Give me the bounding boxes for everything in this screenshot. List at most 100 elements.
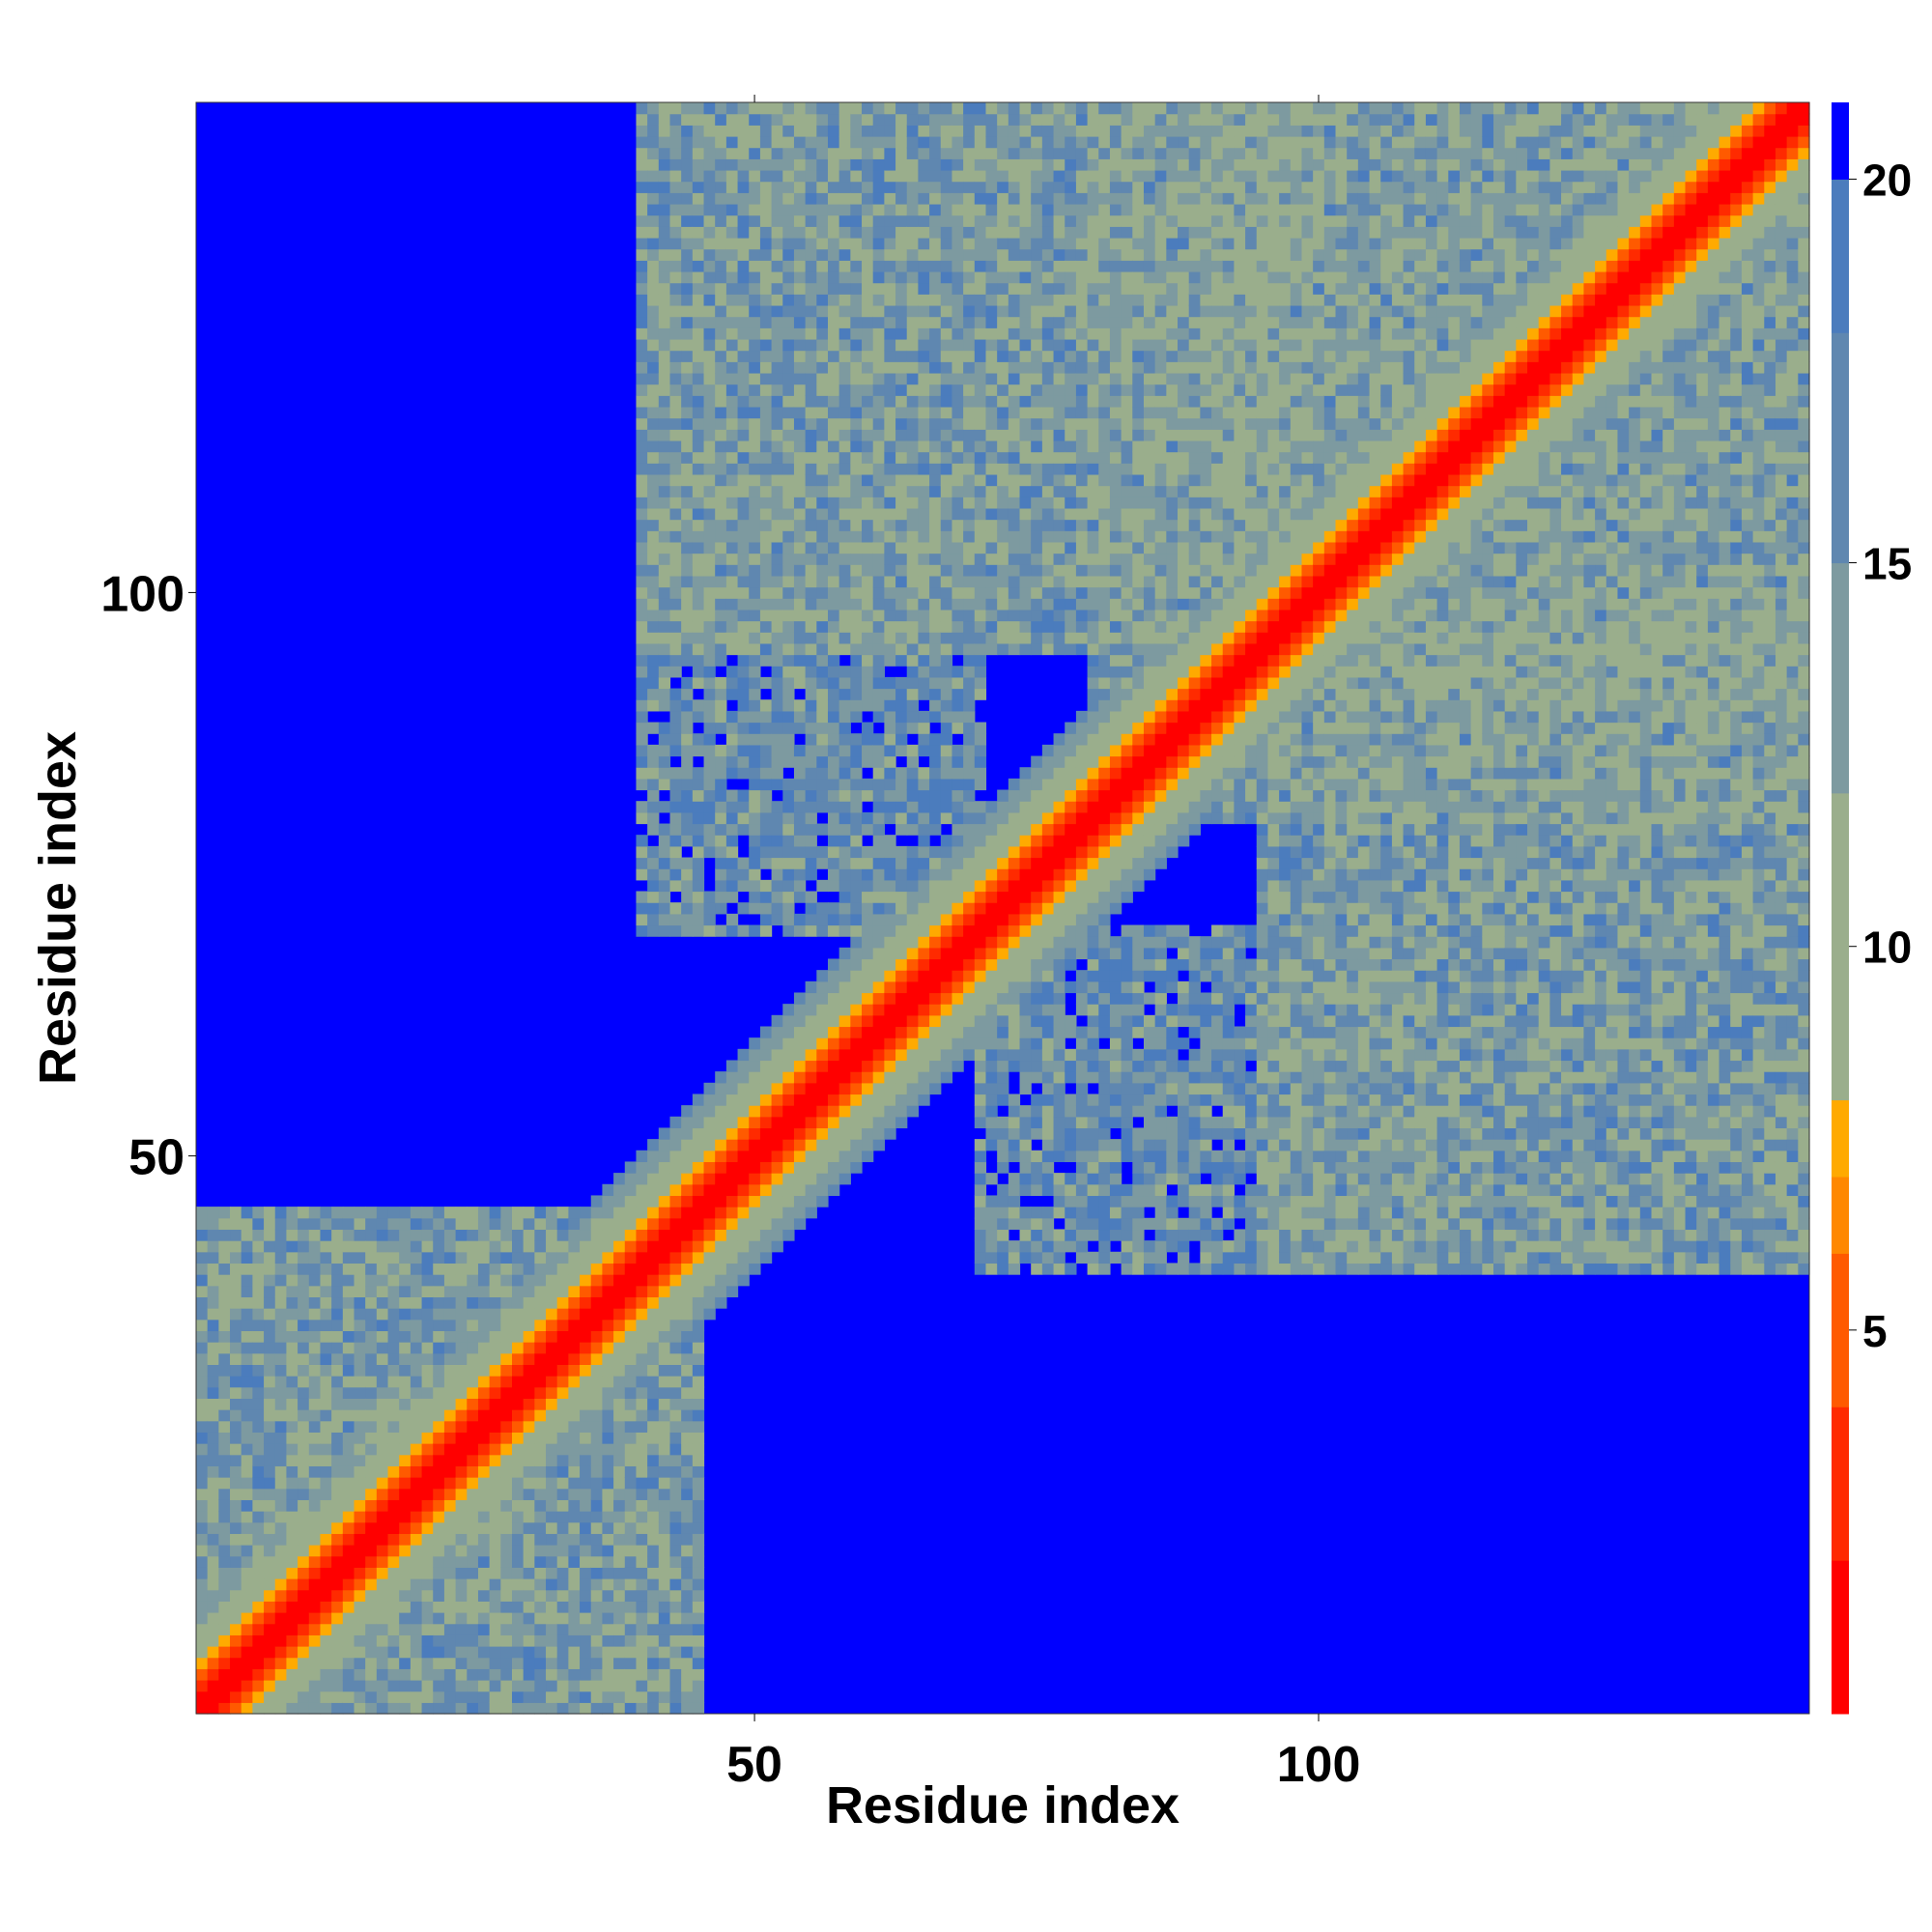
heatmap-cell	[365, 1319, 378, 1332]
heatmap-cell	[658, 304, 671, 318]
heatmap-cell	[568, 1364, 581, 1377]
heatmap-cell	[286, 1240, 298, 1253]
heatmap-cell	[636, 1589, 648, 1602]
heatmap-cell	[749, 316, 761, 328]
heatmap-cell	[963, 1048, 976, 1062]
heatmap-cell	[749, 113, 761, 126]
heatmap-cell	[523, 1240, 535, 1253]
heatmap-cell	[477, 1612, 491, 1625]
heatmap-cell	[827, 778, 840, 791]
heatmap-cell	[997, 102, 1009, 115]
heatmap-cell	[952, 778, 964, 791]
heatmap-cell	[793, 654, 807, 667]
heatmap-cell	[884, 507, 896, 521]
heatmap-cell	[455, 1364, 468, 1377]
heatmap-cell	[884, 1116, 896, 1129]
heatmap-cell	[771, 733, 783, 746]
heatmap-cell	[940, 924, 953, 937]
heatmap-cell	[816, 350, 829, 362]
heatmap-cell	[749, 327, 761, 340]
heatmap-cell	[230, 1364, 242, 1377]
heatmap-cell	[196, 1623, 209, 1635]
heatmap-cell	[286, 1657, 298, 1669]
heatmap-cell	[816, 699, 829, 712]
heatmap-cell	[443, 1285, 457, 1298]
heatmap-cell	[477, 1668, 491, 1681]
heatmap-cell	[410, 1296, 423, 1309]
heatmap-cell	[715, 350, 727, 362]
heatmap-cell	[681, 226, 694, 239]
heatmap-cell	[264, 1657, 276, 1669]
heatmap-cell	[230, 1521, 242, 1534]
heatmap-cell	[974, 1014, 987, 1028]
heatmap-cell	[759, 710, 773, 724]
heatmap-cell	[252, 1398, 265, 1410]
heatmap-cell	[196, 1274, 209, 1287]
heatmap-cell	[669, 1251, 682, 1264]
heatmap-cell	[816, 857, 829, 869]
heatmap-cell	[410, 1465, 423, 1478]
heatmap-cell	[749, 361, 761, 374]
heatmap-cell	[681, 135, 694, 149]
heatmap-cell	[759, 1139, 773, 1151]
heatmap-cell	[827, 980, 840, 994]
heatmap-cell	[906, 868, 920, 881]
heatmap-cell	[218, 1251, 231, 1264]
heatmap-cell	[511, 1398, 525, 1410]
heatmap-cell	[624, 1454, 638, 1466]
heatmap-cell	[827, 406, 840, 419]
heatmap-cell	[467, 1330, 479, 1343]
heatmap-cell	[647, 113, 660, 126]
heatmap-cell	[850, 699, 863, 712]
heatmap-cell	[782, 744, 795, 757]
heatmap-cell	[681, 564, 694, 577]
heatmap-cell	[681, 778, 694, 791]
heatmap-cell	[286, 1690, 298, 1703]
heatmap-cell	[952, 406, 964, 419]
heatmap-cell	[489, 1555, 501, 1568]
heatmap-cell	[286, 1623, 298, 1635]
heatmap-cell	[715, 214, 727, 227]
heatmap-cell	[523, 1589, 535, 1602]
heatmap-cell	[218, 1488, 231, 1500]
heatmap-cell	[985, 226, 998, 239]
heatmap-cell	[816, 722, 829, 734]
heatmap-cell	[850, 553, 863, 565]
heatmap-cell	[759, 1161, 773, 1174]
heatmap-cell	[443, 1690, 457, 1703]
heatmap-cell	[703, 1296, 716, 1309]
heatmap-cell	[782, 473, 795, 487]
heatmap-cell	[421, 1477, 434, 1490]
heatmap-cell	[918, 1004, 930, 1016]
heatmap-cell	[433, 1465, 445, 1478]
heatmap-cell	[692, 1386, 705, 1399]
heatmap-cell	[376, 1454, 389, 1466]
heatmap-cell	[952, 417, 964, 430]
heatmap-cell	[906, 147, 920, 159]
heatmap-cell	[546, 1207, 558, 1219]
heatmap-cell	[421, 1207, 434, 1219]
heatmap-cell	[433, 1386, 445, 1399]
heatmap-cell	[331, 1240, 344, 1253]
heatmap-cell	[376, 1376, 389, 1388]
heatmap-cell	[320, 1690, 332, 1703]
heatmap-cell	[489, 1668, 501, 1681]
heatmap-cell	[647, 1499, 660, 1512]
heatmap-cell	[793, 1004, 807, 1016]
heatmap-cell	[376, 1285, 389, 1298]
heatmap-cell	[467, 1364, 479, 1377]
heatmap-cell	[771, 1195, 783, 1208]
heatmap-cell	[636, 429, 648, 441]
heatmap-cell	[715, 654, 727, 667]
heatmap-cell	[963, 586, 976, 599]
heatmap-cell	[433, 1612, 445, 1625]
heatmap-cell	[568, 1511, 581, 1523]
heatmap-cell	[207, 1240, 219, 1253]
heatmap-cell	[816, 632, 829, 644]
heatmap-cell	[895, 620, 908, 633]
heatmap-cell	[433, 1207, 445, 1219]
heatmap-cell	[264, 1477, 276, 1490]
heatmap-cell	[308, 1533, 322, 1546]
heatmap-cell	[816, 248, 829, 261]
heatmap-cell	[985, 879, 998, 893]
